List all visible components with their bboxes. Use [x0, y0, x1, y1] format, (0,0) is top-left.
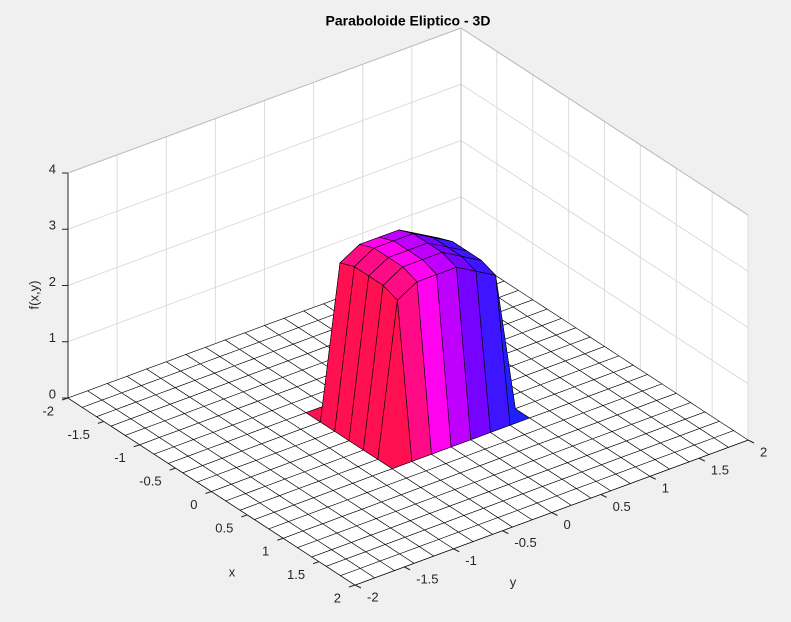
- y-tick: [453, 548, 460, 553]
- y-tick-label: 1.5: [711, 463, 729, 478]
- y-tick-label: -0.5: [514, 535, 536, 550]
- y-tick: [403, 566, 411, 571]
- x-tick-label: 2: [334, 590, 341, 605]
- y-tick: [502, 530, 509, 535]
- chart-title: Paraboloide Eliptico - 3D: [326, 13, 491, 29]
- z-tick-label: 2: [49, 274, 56, 289]
- x-tick: [277, 537, 284, 541]
- box-edge: [460, 27, 749, 216]
- x-tick-label: -1: [114, 450, 126, 465]
- x-tick: [169, 467, 176, 471]
- x-tick-label: 0.5: [215, 520, 233, 535]
- y-tick: [649, 475, 656, 480]
- grid-line: [67, 140, 462, 286]
- y-axis-label: y: [510, 574, 517, 589]
- y-tick-label: 0: [564, 517, 571, 532]
- x-tick: [241, 514, 248, 518]
- y-tick-label: -1: [465, 553, 477, 568]
- x-tick: [205, 491, 212, 494]
- x-axis-label: x: [229, 564, 236, 579]
- x-tick-label: 0: [190, 497, 197, 512]
- y-tick-label: 1: [662, 481, 669, 496]
- y-tick: [600, 493, 607, 498]
- x-tick-label: 1: [262, 544, 269, 559]
- y-tick-label: 2: [760, 444, 767, 459]
- x-tick-label: -2: [42, 403, 54, 418]
- y-tick: [698, 457, 706, 462]
- grid-line: [67, 83, 462, 230]
- surface-patch: [339, 568, 376, 586]
- y-tick-label: -1.5: [416, 571, 438, 586]
- grid-line: [67, 196, 462, 343]
- x-tick: [312, 561, 320, 565]
- y-tick-label: -2: [367, 589, 379, 604]
- y-tick: [747, 439, 755, 444]
- x-tick: [348, 584, 356, 588]
- z-axis-label: f(x,y): [26, 281, 41, 310]
- z-tick-label: 0: [49, 386, 56, 401]
- z-tick-label: 1: [49, 330, 56, 345]
- grid-line: [460, 83, 749, 272]
- box-edge: [67, 27, 462, 174]
- y-tick: [551, 512, 558, 516]
- x-tick-label: -0.5: [139, 474, 161, 489]
- surface: [67, 229, 749, 586]
- x-tick: [97, 420, 105, 424]
- axes: -2 -1.5 -1 -0.5 0 0.5 1 1.5 2 -2 -1.5 -1 -0.5 0 0.5 1 1.…: [42, 27, 767, 605]
- x-tick-label: -1.5: [67, 427, 89, 442]
- z-tick-label: 4: [49, 161, 56, 176]
- y-tick-label: 0.5: [613, 499, 631, 514]
- y-tick: [354, 584, 362, 589]
- grid-line: [460, 140, 749, 328]
- grid-line: [460, 196, 749, 385]
- z-tick-label: 3: [49, 218, 56, 233]
- x-tick: [133, 444, 140, 448]
- x-tick-label: 1.5: [287, 567, 305, 582]
